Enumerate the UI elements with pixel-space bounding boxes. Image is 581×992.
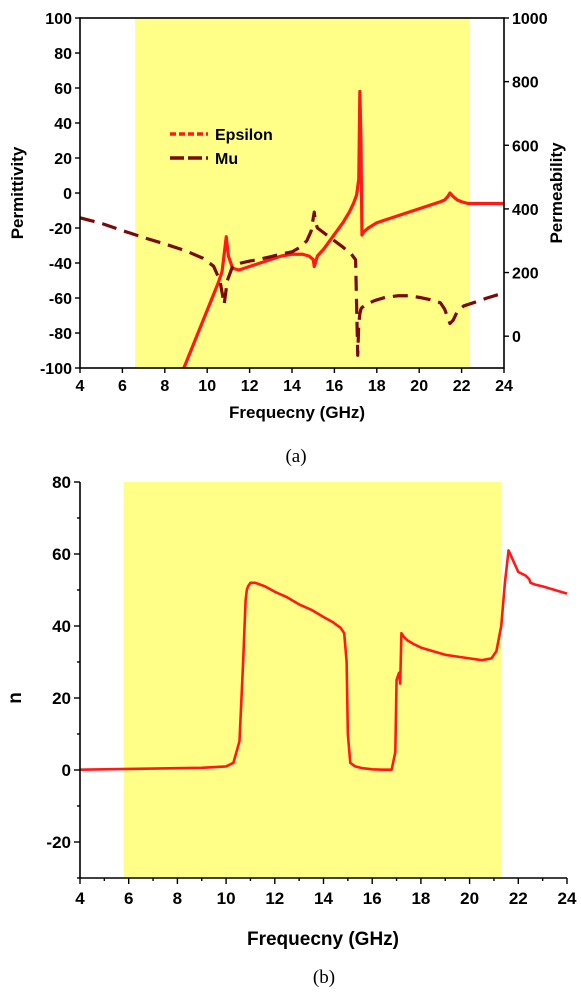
chart-a-highlight-band [135, 18, 471, 368]
chart-a-legend: Epsilon Mu [170, 127, 273, 168]
chart-a-y-tick-label: 40 [54, 116, 72, 133]
chart-b-x-tick-label: 8 [173, 889, 182, 908]
chart-b-y-tick-label: -20 [46, 833, 71, 852]
chart-a-y-tick-label: -60 [49, 291, 72, 308]
chart-a-y-tick-label: 80 [54, 46, 72, 63]
chart-b-x-tick-label: 18 [411, 889, 430, 908]
chart-a-x-tick-label: 12 [241, 378, 259, 395]
chart-a-y-axis-title: Permittivity [8, 146, 27, 239]
chart-b-x-tick-label: 16 [363, 889, 382, 908]
chart-a-y-tick-label: 20 [54, 151, 72, 168]
chart-a-y-tick-label: 100 [45, 11, 72, 28]
chart-b-series-n-line [80, 549, 568, 771]
chart-b-x-axis-title: Frequecny (GHz) [247, 929, 399, 950]
chart-a-x-tick-label: 16 [326, 378, 344, 395]
chart-b-y-tick-label: 60 [52, 545, 71, 564]
chart-a-y2-tick-label: 1000 [512, 11, 548, 28]
chart-b-y-tick-label: 20 [52, 689, 71, 708]
chart-a-series-epsilon-line [182, 89, 504, 368]
chart-b-y-tick-label: 80 [52, 473, 71, 492]
chart-b-y-tick-label: 40 [52, 617, 71, 636]
chart-a-y-tick-label: -40 [49, 256, 72, 273]
chart-a-x-tick-label: 4 [76, 378, 85, 395]
chart-a-y-tick-label: -20 [49, 221, 72, 238]
chart-b-x-tick-label: 4 [75, 889, 85, 908]
chart-a-caption: (a) [285, 446, 306, 467]
chart-a-y2-tick-label: 400 [512, 202, 539, 219]
chart-a-y-tick-label: 0 [63, 186, 72, 203]
chart-a-x-tick-label: 8 [160, 378, 169, 395]
chart-a: 4 6 8 10 12 14 16 18 20 22 24 -100 -80 -60 -40 -20 0 20 40… [8, 11, 566, 467]
chart-b-x-tick-label: 24 [558, 889, 577, 908]
chart-b-caption: (b) [313, 967, 335, 988]
chart-b-y-axis-title: n [5, 692, 26, 704]
chart-a-y-tick-label: -100 [40, 361, 72, 378]
chart-a-y-tick-label: 60 [54, 81, 72, 98]
chart-a-series-mu-line [80, 210, 504, 357]
legend-label-mu: Mu [215, 151, 238, 168]
chart-a-x-tick-label: 22 [453, 378, 471, 395]
chart-b-x-tick-label: 6 [124, 889, 133, 908]
chart-b-highlight-band [123, 482, 502, 878]
chart-a-x-tick-label: 18 [368, 378, 386, 395]
chart-a-x-axis-title: Frequecny (GHz) [229, 403, 365, 422]
chart-a-x-tick-label: 14 [283, 378, 301, 395]
chart-b: 4 6 8 10 12 14 16 18 20 22 24 -20 0 20 40 60 80 Frequecn… [5, 473, 577, 988]
chart-a-x-tick-label: 10 [198, 378, 216, 395]
chart-a-y2-axis-title: Permeability [547, 142, 566, 244]
chart-a-y2-tick-label: 200 [512, 266, 539, 283]
chart-a-x-tick-label: 24 [495, 378, 513, 395]
chart-a-y2-tick-label: 800 [512, 75, 539, 92]
chart-b-x-tick-label: 12 [265, 889, 284, 908]
chart-b-x-tick-label: 10 [217, 889, 236, 908]
chart-a-y2-tick-label: 600 [512, 138, 539, 155]
chart-a-y-tick-label: -80 [49, 326, 72, 343]
legend-label-epsilon: Epsilon [215, 127, 273, 144]
chart-a-x-tick-label: 6 [118, 378, 127, 395]
chart-a-x-tick-label: 20 [410, 378, 428, 395]
chart-b-x-tick-label: 14 [314, 889, 333, 908]
chart-b-y-tick-label: 0 [62, 761, 71, 780]
chart-b-x-tick-label: 22 [509, 889, 528, 908]
chart-b-x-tick-label: 20 [460, 889, 479, 908]
chart-a-y2-tick-label: 0 [512, 329, 521, 346]
